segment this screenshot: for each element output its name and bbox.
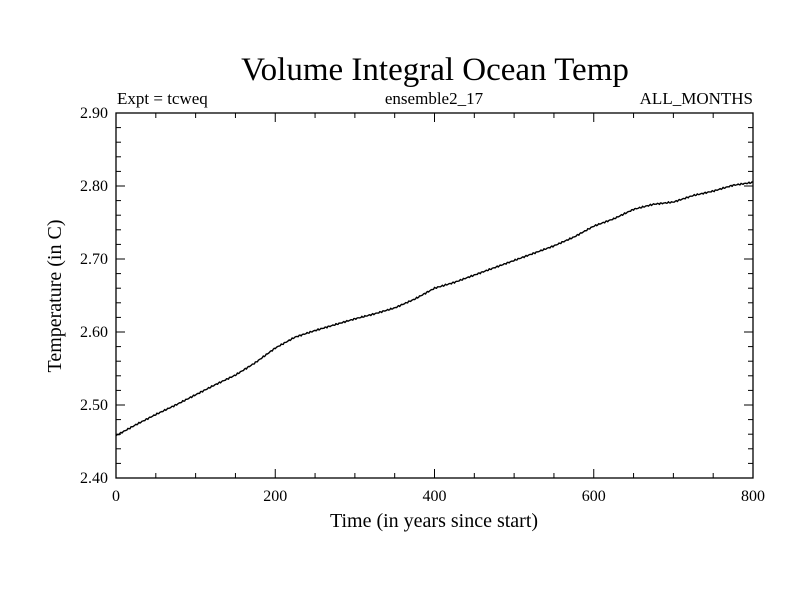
chart-subtitle-right: ALL_MONTHS	[640, 89, 753, 108]
ticks-layer	[115, 112, 754, 479]
y-axis-label: Temperature (in C)	[44, 220, 66, 373]
y-tick-label: 2.70	[80, 251, 108, 268]
x-tick-label: 400	[423, 488, 447, 505]
x-tick-label: 600	[582, 488, 606, 505]
y-tick-label: 2.60	[80, 324, 108, 341]
y-tick-label: 2.80	[80, 178, 108, 195]
x-axis-label: Time (in years since start)	[330, 510, 538, 532]
x-tick-label: 200	[263, 488, 287, 505]
tick-labels-layer: 0 200 400 600 800 2.40 2.50 2.60 2.70 2.80 2.90	[80, 105, 765, 505]
y-tick-label: 2.50	[80, 397, 108, 414]
chart-subtitle-center: ensemble2_17	[385, 89, 484, 108]
chart-title: Volume Integral Ocean Temp	[241, 52, 629, 88]
series-layer	[115, 181, 754, 437]
plot-frame	[115, 112, 754, 479]
series-line	[115, 181, 754, 437]
y-tick-label: 2.40	[80, 470, 108, 487]
chart-subtitle-left: Expt = tcweq	[117, 89, 208, 108]
y-tick-label: 2.90	[80, 105, 108, 122]
x-tick-label: 0	[112, 488, 120, 505]
x-tick-label: 800	[741, 488, 765, 505]
